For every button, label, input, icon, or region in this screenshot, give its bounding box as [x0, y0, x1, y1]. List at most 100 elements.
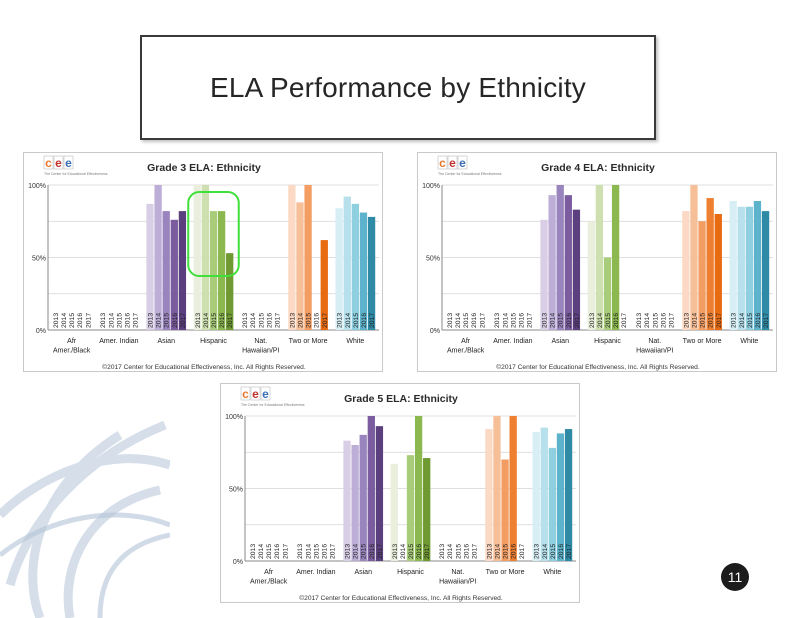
bar-hispanic-2013	[390, 463, 398, 561]
bar-hispanic-2013	[587, 221, 595, 330]
category-label: Amer. Indian	[493, 338, 532, 345]
year-label: 2015	[69, 313, 76, 328]
bar-white-2015	[351, 203, 360, 330]
year-label: 2017	[424, 544, 431, 559]
year-label: 2017	[330, 544, 337, 559]
logo-letter: c	[439, 156, 446, 170]
bar-two-or-more-2013	[682, 211, 690, 330]
year-label: 2015	[605, 313, 612, 328]
year-label: 2013	[731, 313, 738, 328]
year-label: 2017	[763, 313, 770, 328]
year-label: 2017	[377, 544, 384, 559]
year-label: 2015	[455, 544, 462, 559]
category-label: Hawaiian/PI	[439, 579, 476, 586]
bar-white-2016	[753, 200, 762, 330]
logo-tagline: The Center for Educational Effectiveness	[241, 403, 305, 407]
year-label: 2014	[550, 313, 557, 328]
year-label: 2016	[519, 313, 526, 328]
year-label: 2013	[636, 313, 643, 328]
bar-white-2014	[343, 196, 351, 330]
year-label: 2016	[219, 313, 226, 328]
year-label: 2013	[447, 313, 454, 328]
category-label: Two or More	[289, 338, 328, 345]
bar-white-2013	[335, 208, 343, 330]
year-label: 2017	[519, 544, 526, 559]
y-tick-label: 50%	[229, 487, 243, 494]
chart-title: Grade 3 ELA: Ethnicity	[147, 162, 261, 174]
bar-hispanic-2017	[226, 253, 234, 330]
year-label: 2014	[597, 313, 604, 328]
year-label: 2013	[195, 313, 202, 328]
year-label: 2016	[463, 544, 470, 559]
year-label: 2016	[566, 313, 573, 328]
year-label: 2016	[416, 544, 423, 559]
year-label: 2014	[542, 544, 549, 559]
bar-asian-2016	[170, 219, 178, 330]
year-label: 2016	[322, 544, 329, 559]
year-label: 2016	[266, 313, 273, 328]
bar-two-or-more-2013	[288, 185, 296, 330]
chart-panel-grade3: c e e The Center for Educational Effectiven…	[23, 152, 383, 372]
y-tick-label: 100%	[225, 414, 243, 421]
page-number-badge: 11	[721, 563, 749, 591]
year-label: 2014	[494, 544, 501, 559]
year-label: 2016	[274, 544, 281, 559]
bar-asian-2015	[556, 185, 564, 330]
year-label: 2016	[613, 313, 620, 328]
bar-white-2014	[737, 206, 745, 330]
bar-two-or-more-2017	[320, 240, 328, 330]
year-label: 2015	[503, 544, 510, 559]
page-number: 11	[727, 569, 743, 585]
logo-letter: e	[55, 156, 62, 170]
logo-tagline: The Center for Educational Effectiveness	[438, 172, 502, 176]
bar-two-or-more-2015	[304, 185, 312, 330]
bar-white-2016	[359, 212, 368, 330]
bar-asian-2017	[375, 426, 384, 561]
bar-hispanic-2015	[209, 211, 218, 330]
slide-title-box: ELA Performance by Ethnicity	[140, 35, 656, 140]
year-label: 2015	[747, 313, 754, 328]
logo-letter: e	[459, 156, 466, 170]
category-label: Amer. Indian	[99, 338, 138, 345]
year-label: 2014	[447, 544, 454, 559]
category-label: Nat.	[648, 338, 661, 345]
bar-asian-2017	[178, 211, 187, 330]
category-label: Hawaiian/PI	[636, 348, 673, 355]
chart-panel-grade4: c e e The Center for Educational Effectiven…	[417, 152, 777, 372]
logo-letter-box	[447, 155, 458, 170]
category-label: Amer./Black	[53, 348, 91, 355]
year-label: 2014	[739, 313, 746, 328]
category-label: Hispanic	[397, 569, 424, 576]
logo-letter: c	[45, 156, 52, 170]
y-tick-label: 0%	[233, 559, 243, 566]
year-label: 2013	[148, 313, 155, 328]
chart-footer: ©2017 Center for Educational Effectivene…	[102, 363, 306, 371]
year-label: 2015	[700, 313, 707, 328]
bar-two-or-more-2015	[698, 221, 706, 330]
y-tick-label: 0%	[430, 328, 440, 335]
bar-asian-2014	[154, 185, 162, 330]
bar-white-2013	[532, 431, 540, 561]
logo-letter-box	[260, 386, 271, 401]
year-label: 2015	[116, 313, 123, 328]
chart-grade5: c e e The Center for Educational Effectiven…	[225, 386, 576, 602]
year-label: 2013	[297, 544, 304, 559]
year-label: 2013	[250, 544, 257, 559]
year-label: 2014	[258, 544, 265, 559]
year-label: 2014	[250, 313, 257, 328]
bar-asian-2015	[359, 434, 367, 561]
year-label: 2014	[203, 313, 210, 328]
bar-white-2015	[548, 447, 557, 561]
category-label: Asian	[354, 569, 372, 576]
category-label: Afr	[461, 338, 471, 345]
logo-letter: c	[242, 387, 249, 401]
year-label: 2016	[172, 313, 179, 328]
bar-white-2015	[745, 206, 754, 330]
bar-two-or-more-2013	[485, 429, 493, 561]
bar-white-2017	[367, 216, 376, 330]
year-label: 2015	[306, 313, 313, 328]
category-label: Asian	[551, 338, 569, 345]
bar-hispanic-2016	[611, 185, 620, 330]
bar-hispanic-2016	[414, 416, 423, 561]
bar-asian-2015	[162, 211, 170, 330]
